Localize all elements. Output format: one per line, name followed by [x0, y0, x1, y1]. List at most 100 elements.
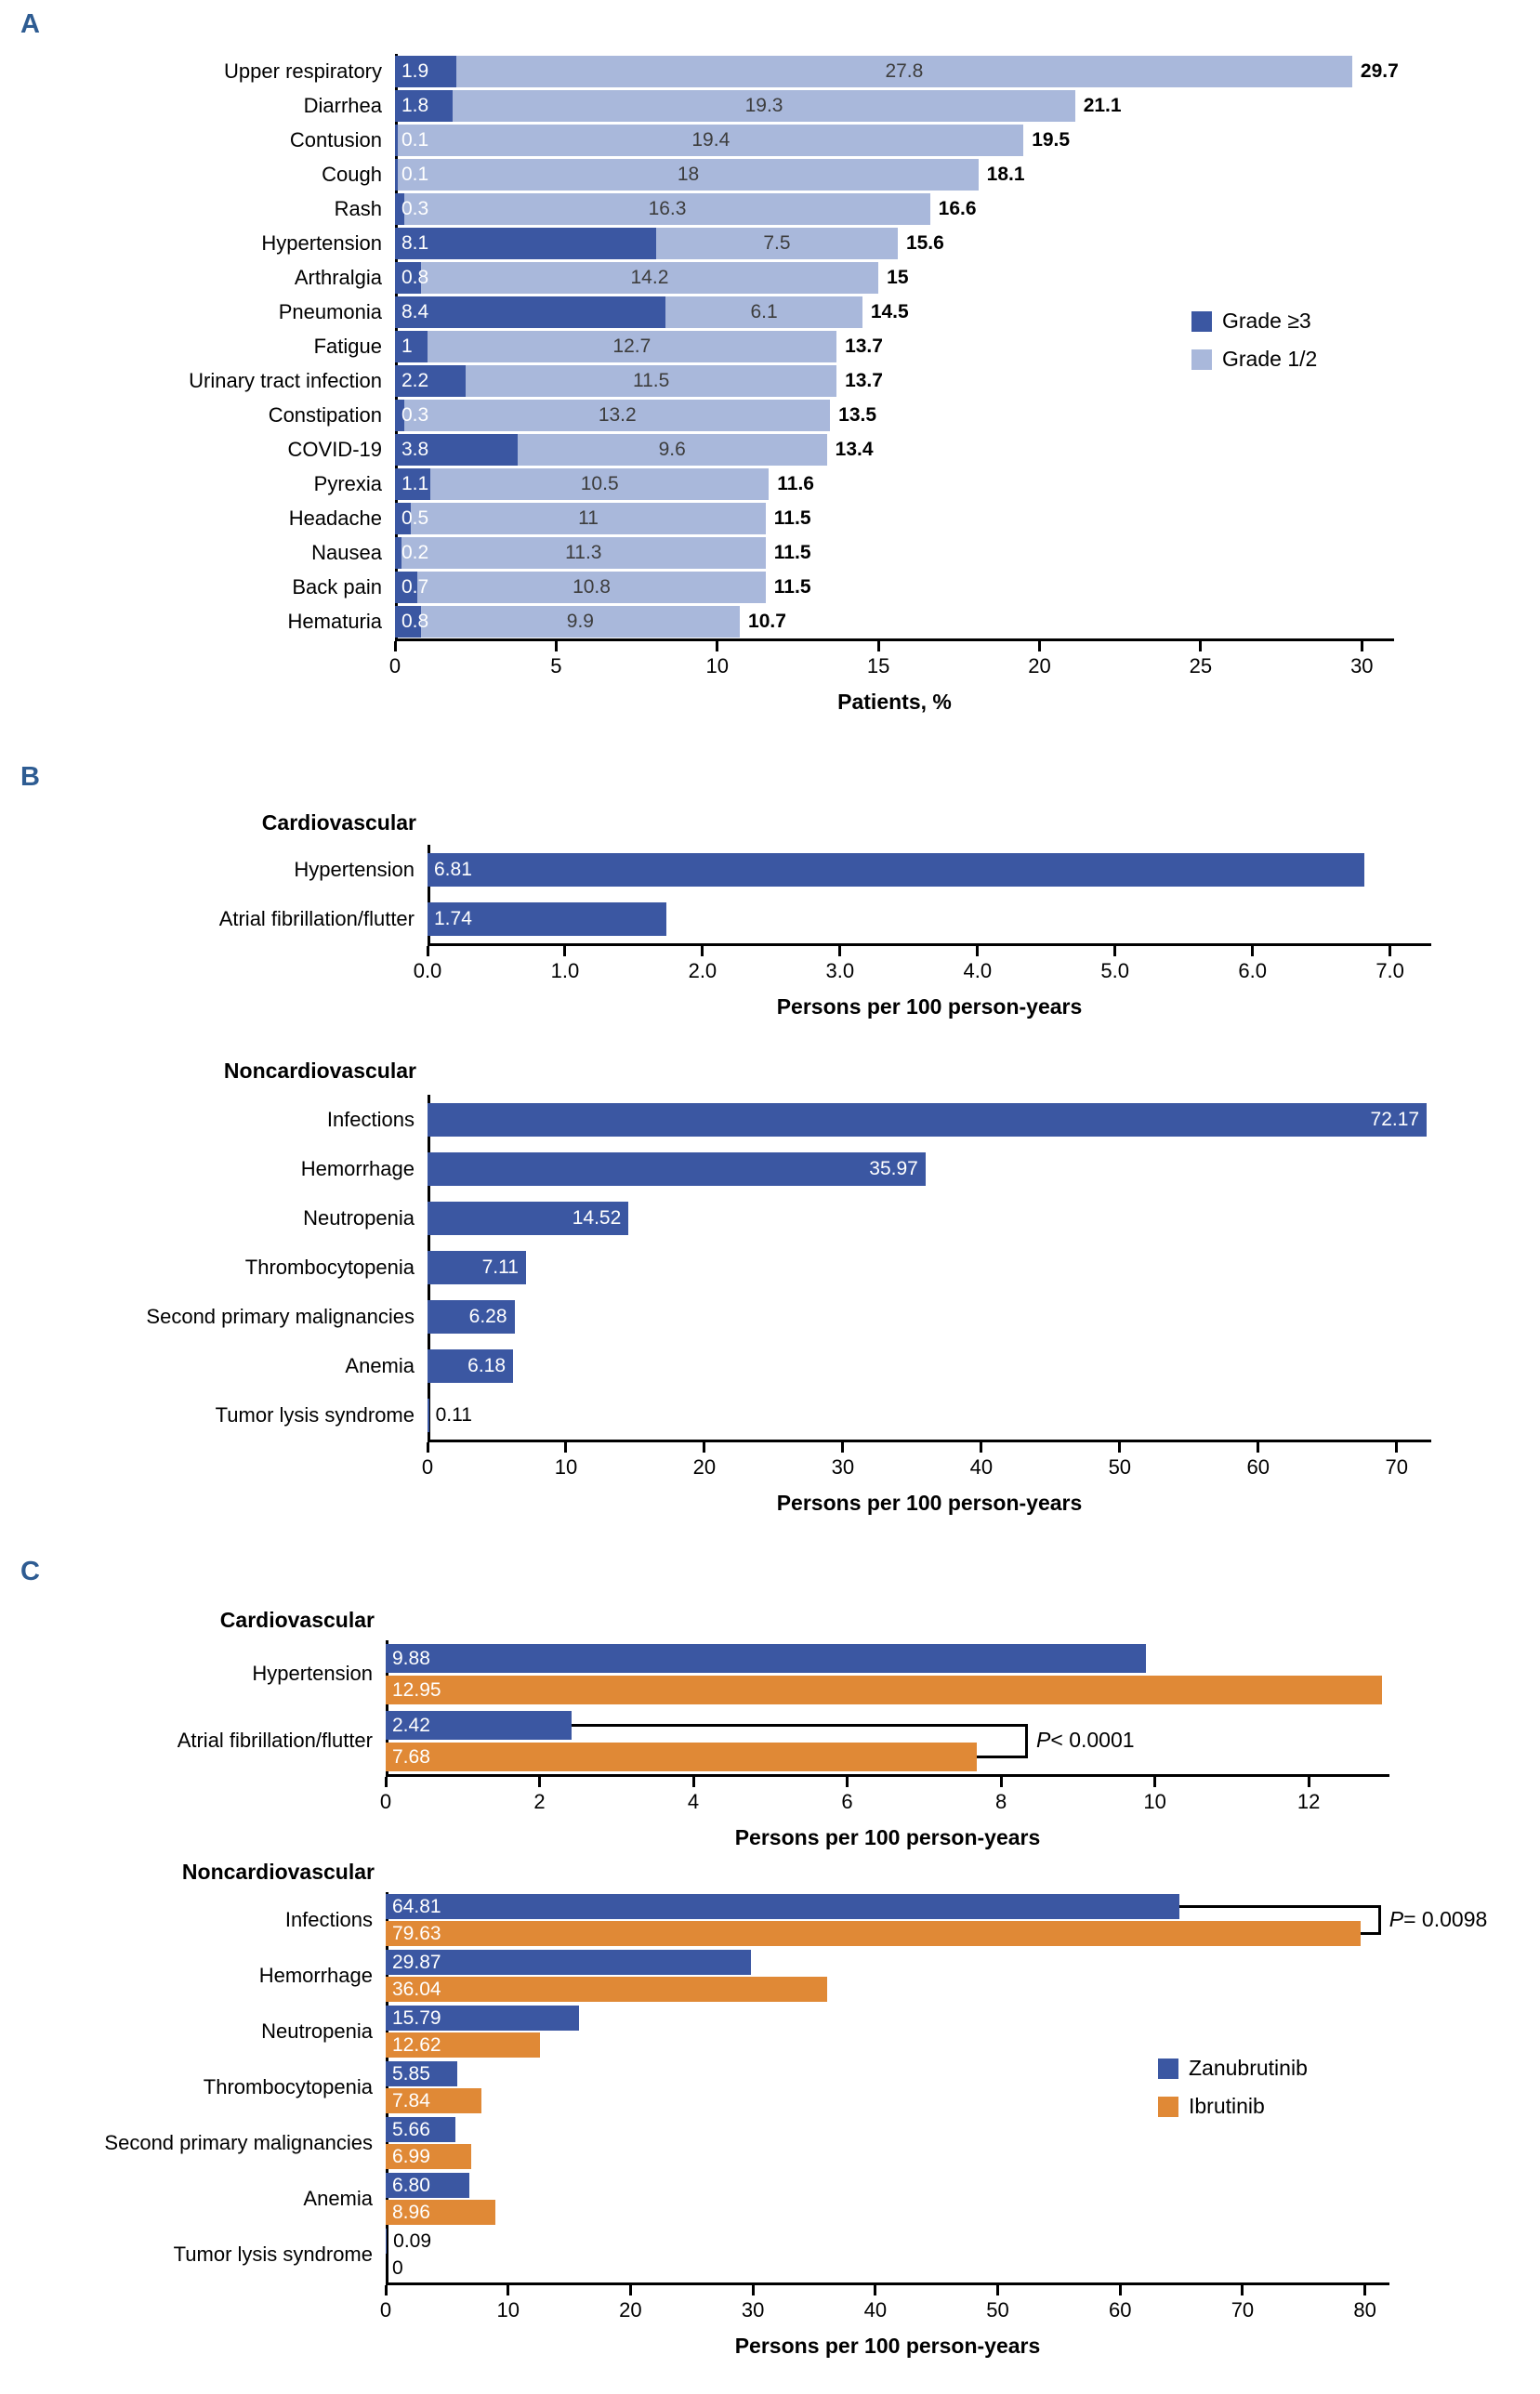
category-label: Contusion: [289, 128, 382, 151]
tick-mark: [838, 946, 842, 956]
tick-mark: [554, 641, 558, 651]
tick-label: 80: [1353, 2298, 1376, 2322]
p-value-symbol: P: [1389, 1907, 1404, 1931]
bar-row: Second primary malignancies 6.28: [146, 1292, 1431, 1341]
bar-row: Hemorrhage 35.97: [301, 1144, 1431, 1193]
bar-row: Arthralgia 0.8 14.2 15: [295, 260, 1394, 295]
grade3-bar: [395, 261, 421, 294]
x-axis-title: Persons per 100 person-years: [776, 1491, 1083, 1515]
grade12-value: 19.3: [744, 94, 783, 116]
grade3-bar: [395, 364, 467, 397]
rate-bar: [428, 1299, 515, 1334]
tick-label: 5.0: [1100, 959, 1130, 982]
tick-label: 10: [705, 654, 730, 677]
tick-mark: [507, 2285, 510, 2295]
legend-treatment: Zanubrutinib Ibrutinib: [1158, 2056, 1308, 2132]
tick-label: 6.0: [1238, 959, 1267, 982]
heading-noncardiovascular-b: Noncardiovascular: [223, 1059, 416, 1083]
zanubrutinib-value: 15.79: [392, 2007, 441, 2029]
tick-label: 20: [619, 2298, 642, 2322]
total-value: 21.1: [1083, 94, 1122, 116]
bar-row: Atrial fibrillation/flutter 1.74: [219, 894, 1431, 943]
tick-label: 12: [1296, 1790, 1321, 1813]
ibrutinib-bar: [386, 1742, 977, 1771]
bar-row: Upper respiratory 1.9 27.8 29.7: [224, 54, 1399, 88]
grade12-value: 10.5: [580, 472, 619, 494]
legend-grade: Grade ≥3 Grade 1/2: [1191, 309, 1317, 385]
grade12-bar: [411, 502, 766, 534]
zanubrutinib-value: 64.81: [392, 1896, 441, 1917]
tick-label: 30: [741, 2298, 765, 2322]
chart-c-noncardiovascular: Infections 64.81 79.63 P= 0.0098 Hemorrhage 2…: [0, 1892, 1540, 2359]
grade12-bar: [420, 261, 879, 294]
category-label: Hypertension: [294, 858, 415, 881]
grade3-bar: [395, 330, 428, 362]
grade3-bar: [395, 89, 454, 122]
grade12-value: 14.2: [630, 266, 669, 288]
grade3-label: Grade ≥3: [1222, 309, 1311, 333]
grade3-value: 1.1: [401, 472, 429, 494]
category-label: Second primary malignancies: [104, 2131, 373, 2154]
grade3-swatch-icon: [1191, 310, 1212, 332]
grade12-bar: [466, 364, 837, 397]
total-value: 15: [887, 266, 909, 288]
tick-mark: [846, 1777, 849, 1787]
rate-value: 6.28: [468, 1305, 507, 1327]
chart-rows: Upper respiratory 1.9 27.8 29.7 Diarrhea 1.8 1…: [0, 54, 1399, 638]
rate-bar: [428, 1102, 1428, 1137]
tick-mark: [1395, 1442, 1399, 1453]
tick-mark: [1199, 641, 1203, 651]
x-axis-ticks: 0.0 1.0 2.0 3.0 4.0 5.0 6.0 7.0: [414, 946, 1431, 987]
grade3-bar: [395, 124, 399, 156]
ibrutinib-bar: [386, 2200, 495, 2225]
category-label: Anemia: [303, 2187, 373, 2210]
zanubrutinib-bar: [386, 2173, 469, 2198]
tick-label: 7.0: [1375, 959, 1404, 982]
bar-row: Infections 64.81 79.63 P= 0.0098: [285, 1892, 1487, 1948]
tick-mark: [876, 641, 880, 651]
x-axis-line: [428, 1440, 1431, 1442]
grade12-swatch-icon: [1191, 349, 1212, 370]
grade12-bar: [404, 399, 831, 431]
x-axis-line: [395, 638, 1394, 641]
total-value: 14.5: [870, 300, 909, 322]
grade12-value: 19.4: [691, 128, 731, 151]
tick-label: 50: [986, 2298, 1009, 2322]
ibrutinib-value: 12.95: [392, 1678, 441, 1701]
tick-label: 4.0: [963, 959, 993, 982]
tick-mark: [1113, 946, 1117, 956]
tick-label: 60: [1246, 1455, 1270, 1479]
grade3-bar: [395, 433, 518, 466]
category-label: Hemorrhage: [300, 1157, 415, 1180]
grade12-bar: [655, 227, 898, 259]
tick-mark: [384, 2285, 388, 2295]
chart-rows: Infections 72.17 Hemorrhage 35.97 Neutropeni…: [0, 1095, 1431, 1440]
grade3-value: 0.3: [401, 403, 429, 426]
total-value: 10.7: [748, 610, 786, 632]
category-label: Arthralgia: [294, 266, 382, 289]
category-label: Urinary tract infection: [189, 369, 382, 392]
x-axis-line: [386, 1774, 1389, 1777]
bar-row: Back pain 0.7 10.8 11.5: [292, 570, 1394, 604]
chart-b-cardiovascular: Hypertension 6.81 Atrial fibrillation/flut…: [0, 845, 1540, 1019]
category-label: Headache: [288, 506, 382, 530]
tick-label: 0: [379, 1790, 392, 1813]
tick-mark: [1307, 1777, 1310, 1787]
rate-bar: [428, 901, 667, 936]
grade3-bar: [395, 571, 418, 603]
p-value-symbol: P: [1036, 1728, 1051, 1752]
grade3-value: 0.7: [401, 575, 429, 598]
panel-c-letter: C: [20, 1557, 40, 1586]
total-value: 29.7: [1360, 59, 1399, 82]
bar-row: Cough 0.1 18 18.1: [322, 157, 1394, 191]
grade12-value: 27.8: [885, 59, 924, 82]
tick-label: 25: [1189, 654, 1213, 677]
heading-cardiovascular-b: Cardiovascular: [261, 810, 416, 835]
ibrutinib-bar: [386, 2032, 541, 2058]
x-axis-title: Persons per 100 person-years: [776, 994, 1083, 1019]
y-axis-line: [428, 845, 430, 943]
grade3-bar: [395, 192, 405, 225]
category-label: Cough: [322, 163, 382, 186]
x-axis-title: Persons per 100 person-years: [734, 2334, 1041, 2358]
tick-label: 70: [1231, 2298, 1255, 2322]
